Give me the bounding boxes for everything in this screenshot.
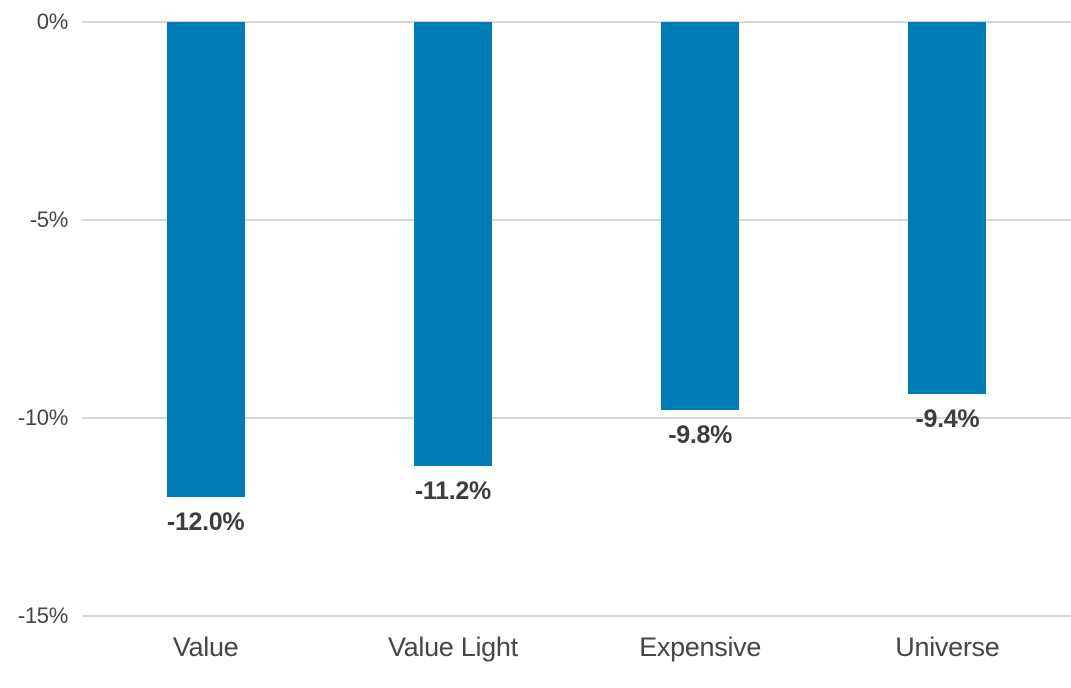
bar-value-light xyxy=(413,22,492,466)
y-axis-tick-label: -10% xyxy=(17,405,68,430)
x-axis-category-label-expensive: Expensive xyxy=(639,632,762,662)
bar-value xyxy=(166,22,245,498)
y-axis-tick-label: -15% xyxy=(17,603,68,628)
bar-universe xyxy=(908,22,987,395)
bar-expensive xyxy=(661,22,740,411)
x-axis-category-label-value: Value xyxy=(172,632,239,662)
data-label-universe: -9.4% xyxy=(915,405,980,434)
data-label-value: -12.0% xyxy=(166,508,245,537)
gridline--15pct xyxy=(82,615,1071,617)
data-label-expensive: -9.8% xyxy=(668,421,733,450)
data-label-value-light: -11.2% xyxy=(414,476,491,505)
y-axis-tick-label: 0% xyxy=(36,9,69,34)
y-axis-tick-label: -5% xyxy=(29,207,69,232)
x-axis-category-label-universe: Universe xyxy=(895,632,1000,662)
x-axis-category-label-value-light: Value Light xyxy=(387,632,518,662)
